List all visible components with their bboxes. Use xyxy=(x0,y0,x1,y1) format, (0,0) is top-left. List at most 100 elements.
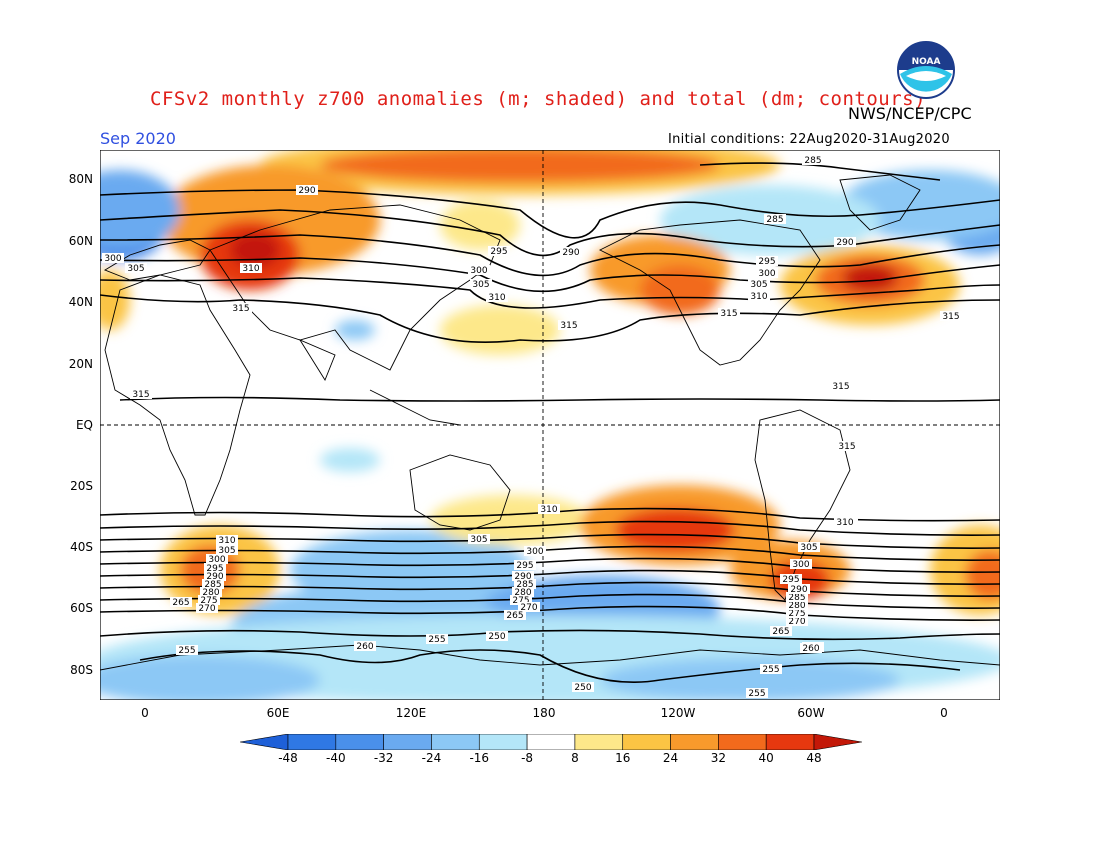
contour-label-265-s: 265 xyxy=(504,610,526,621)
colorbar-label: 24 xyxy=(662,751,679,765)
colorbar-label: -8 xyxy=(521,751,534,765)
contour-label-315-sa: 315 xyxy=(836,441,858,452)
contour-label: 280 xyxy=(788,601,805,611)
contour-label: 250 xyxy=(488,632,505,642)
contour-label: 265 xyxy=(772,627,789,637)
contour-label: 310 xyxy=(242,264,259,274)
contour-label-315-te: 315 xyxy=(830,381,852,392)
contour-label: 300 xyxy=(104,254,121,264)
contour-label: 275 xyxy=(200,596,217,606)
contour-label-255-se: 255 xyxy=(746,688,768,699)
initial-conditions: Initial conditions: 22Aug2020-31Aug2020 xyxy=(668,132,950,147)
contour-label: 260 xyxy=(356,642,373,652)
contour-label-295-sa: 295 xyxy=(780,574,802,585)
colorbar-arrow-right xyxy=(813,734,862,750)
colorbar-arrow-left xyxy=(240,734,289,750)
contour-label-305-w: 305 xyxy=(216,545,238,556)
contour-label: 305 xyxy=(472,280,489,290)
colorbar-cell xyxy=(287,734,337,750)
contour-label-285-n: 285 xyxy=(802,155,824,166)
contour-label: 290 xyxy=(514,572,531,582)
contour-label: 275 xyxy=(788,609,805,619)
lon-label: 180 xyxy=(532,706,556,720)
contour-label: 280 xyxy=(202,588,219,598)
contour-label: 285 xyxy=(204,580,221,590)
contour-label: 270 xyxy=(520,603,537,613)
colorbar-cell xyxy=(622,734,671,750)
colorbar-cell xyxy=(383,734,432,750)
contour-label-305-e: 305 xyxy=(748,279,770,290)
contour-label-280-sa: 280 xyxy=(786,600,808,611)
contour-label-275-s: 275 xyxy=(510,595,532,606)
contour-label: 290 xyxy=(790,585,807,595)
contour-label-255-c: 255 xyxy=(426,634,448,645)
colorbar-label: 32 xyxy=(710,751,726,765)
contour-label-305: 305 xyxy=(470,279,492,290)
contour-label: 305 xyxy=(218,546,235,556)
colorbar-cell xyxy=(431,734,480,750)
contour-label-280-s: 280 xyxy=(512,587,534,598)
contour-label: 255 xyxy=(428,635,445,645)
lat-label: 80S xyxy=(70,663,93,677)
contour-label: 315 xyxy=(232,304,249,314)
contour-label-270-w: 270 xyxy=(196,603,218,614)
contour-label-265-sa: 265 xyxy=(770,626,792,637)
contour-label: 310 xyxy=(218,536,235,546)
contour-label: 275 xyxy=(512,596,529,606)
contour-label: 290 xyxy=(562,248,579,258)
colorbar-label: -40 xyxy=(326,751,346,765)
colorbar-cell xyxy=(335,734,384,750)
colorbar-label: 8 xyxy=(571,751,579,765)
height-contours xyxy=(100,162,1000,683)
contour-label-300: 300 xyxy=(468,265,490,276)
lat-label: 60S xyxy=(70,601,93,615)
contour-label-290-w: 290 xyxy=(204,571,226,582)
contour-label: 310 xyxy=(488,293,505,303)
contour-label-295: 295 xyxy=(488,246,510,257)
contour-label: 315 xyxy=(132,390,149,400)
contour-label-290-sa: 290 xyxy=(788,584,810,595)
contour-label-290-p: 290 xyxy=(560,247,582,258)
colorbar-label: 16 xyxy=(615,751,631,765)
colorbar-cell xyxy=(574,734,624,750)
noaa-logo: NOAA xyxy=(897,41,955,99)
contour-label: 270 xyxy=(198,604,215,614)
contour-label-260-sa: 260 xyxy=(800,643,822,654)
contour-label-305-sa: 305 xyxy=(798,542,820,553)
contour-label-315-tw: 315 xyxy=(130,389,152,400)
contour-label: 270 xyxy=(788,617,805,627)
contour-label: 295 xyxy=(490,247,507,257)
contour-label-315: 315 xyxy=(230,303,252,314)
contour-label: 300 xyxy=(758,269,775,279)
contour-label-280-w: 280 xyxy=(200,587,222,598)
contour-label: 250 xyxy=(574,683,591,693)
contour-label-275-w: 275 xyxy=(198,595,220,606)
contour-label-310-sa: 310 xyxy=(834,517,856,528)
lat-label: 40N xyxy=(68,295,93,309)
lon-label: 60E xyxy=(266,706,290,720)
contour-label-310-e: 310 xyxy=(748,291,770,302)
contour-label: 255 xyxy=(762,665,779,675)
contour-label: 305 xyxy=(470,535,487,545)
colorbar-label: -16 xyxy=(469,751,490,765)
colorbar-label: -48 xyxy=(278,751,298,765)
noaa-logo-text: NOAA xyxy=(912,57,941,67)
colorbar-label: 48 xyxy=(806,751,822,765)
contour-label: 300 xyxy=(208,555,225,565)
lat-label: 60N xyxy=(68,234,93,248)
contour-label-290-n: 290 xyxy=(296,185,318,196)
contour-label-315-ee: 315 xyxy=(940,311,962,322)
lon-label: 120E xyxy=(395,706,427,720)
contour-label-250-s: 250 xyxy=(486,631,508,642)
contour-label: 300 xyxy=(526,547,543,557)
contour-label: 285 xyxy=(804,156,821,166)
contour-label-285-sa: 285 xyxy=(786,592,808,603)
contour-label-305-s: 305 xyxy=(468,534,490,545)
colorbar-cell xyxy=(670,734,719,750)
contour-label: 280 xyxy=(514,588,531,598)
contour-label: 305 xyxy=(750,280,767,290)
contour-label-255-e: 255 xyxy=(760,664,782,675)
contour-label-295-s: 295 xyxy=(514,560,536,571)
colorbar-label: 40 xyxy=(758,751,774,765)
colorbar-cells xyxy=(287,734,815,750)
